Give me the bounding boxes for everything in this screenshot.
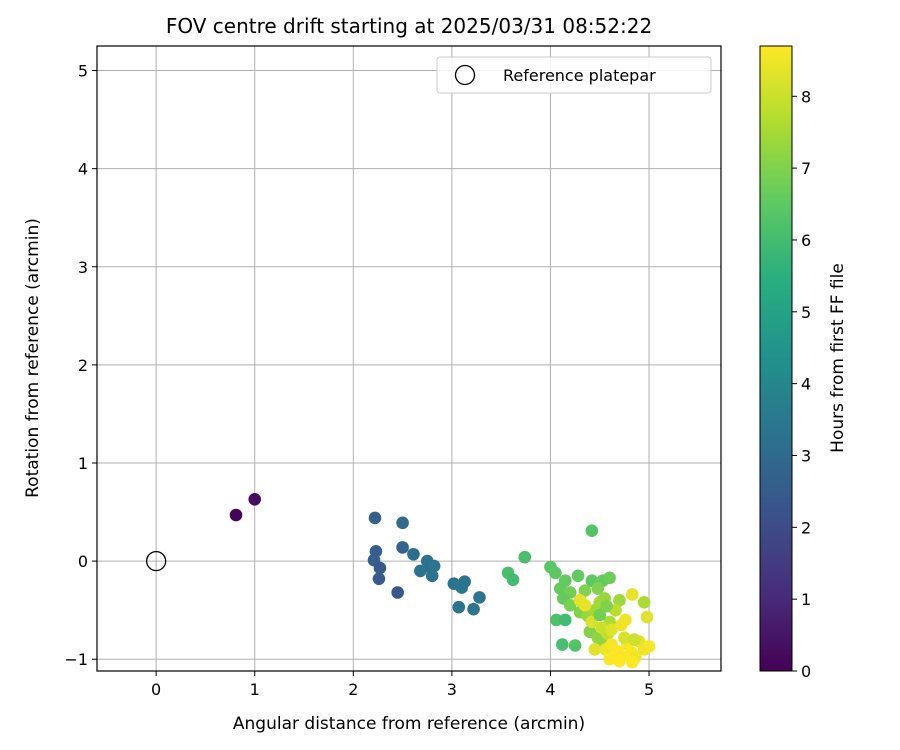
data-point (414, 564, 427, 578)
data-point (396, 516, 409, 530)
data-point (593, 608, 607, 622)
scatter-points (229, 492, 656, 669)
legend-label: Reference platepar (503, 66, 656, 85)
data-point (640, 610, 654, 624)
y-tick-label: 3 (78, 258, 88, 277)
x-tick-label: 0 (151, 680, 161, 699)
x-tick-label: 2 (348, 680, 358, 699)
data-point (550, 613, 563, 627)
colorbar-ticks: 0 1 2 3 4 5 6 7 8 (792, 87, 811, 681)
colorbar-tick-label: 6 (801, 231, 811, 250)
data-point (372, 572, 386, 586)
data-point (578, 584, 592, 597)
data-point (625, 588, 639, 601)
data-point (368, 511, 382, 525)
colorbar-tick-label: 3 (801, 446, 811, 465)
data-point (588, 643, 602, 656)
data-point (558, 613, 572, 627)
data-point (467, 602, 480, 616)
data-point (248, 492, 262, 506)
data-point (473, 591, 486, 604)
data-point (571, 569, 585, 583)
data-point (373, 561, 387, 575)
y-tick-label: 0 (78, 552, 88, 571)
y-axis-label: Rotation from reference (arcmin) (23, 218, 43, 498)
y-axis-ticks: −1 0 1 2 3 4 5 (64, 62, 97, 669)
legend-marker (454, 64, 476, 86)
data-point (618, 631, 631, 644)
data-point (407, 547, 420, 561)
data-point (613, 654, 626, 668)
data-point (425, 569, 439, 583)
data-point (452, 600, 466, 614)
x-tick-label: 4 (545, 680, 555, 699)
colorbar-tick-label: 4 (801, 375, 811, 394)
plot-frame (96, 45, 722, 672)
y-tick-label: 2 (78, 356, 88, 375)
colorbar-tick-label: 0 (801, 662, 811, 681)
reference-marker (145, 550, 167, 572)
legend-box (436, 56, 712, 94)
x-tick-label: 3 (447, 680, 457, 699)
reference-point (145, 550, 167, 572)
colorbar: 0 1 2 3 4 5 6 7 8 Hours from first FF file (759, 45, 848, 681)
x-axis-ticks: 0 1 2 3 4 5 (151, 671, 654, 699)
data-point (506, 573, 520, 587)
data-point (627, 633, 641, 646)
data-point (625, 655, 639, 669)
data-point (605, 623, 618, 637)
data-point (563, 598, 577, 612)
colorbar-tick-label: 2 (801, 518, 811, 537)
data-point (603, 652, 616, 666)
data-point (603, 571, 616, 585)
colorbar-tick-label: 8 (801, 87, 811, 106)
grid-lines (97, 46, 721, 671)
y-tick-label: −1 (64, 650, 88, 669)
data-point (642, 640, 656, 653)
data-point (578, 598, 592, 612)
colorbar-gradient (759, 45, 793, 672)
x-axis-label: Angular distance from reference (arcmin) (233, 714, 585, 734)
x-tick-label: 1 (250, 680, 260, 699)
data-point (396, 541, 409, 554)
y-tick-label: 5 (78, 62, 88, 81)
data-point (591, 582, 605, 595)
data-point (568, 639, 582, 652)
data-point (585, 524, 599, 537)
x-tick-label: 5 (644, 680, 654, 699)
data-point (554, 582, 567, 595)
data-point (455, 581, 469, 594)
data-point (518, 550, 532, 564)
data-point (555, 638, 569, 651)
data-point (549, 566, 562, 580)
data-point (637, 596, 651, 609)
chart-title: FOV centre drift starting at 2025/03/31 … (166, 14, 652, 38)
colorbar-tick-label: 5 (801, 303, 811, 322)
legend: Reference platepar (436, 56, 712, 94)
data-point (613, 594, 626, 607)
data-point (229, 508, 243, 522)
y-tick-label: 1 (78, 454, 88, 473)
colorbar-tick-label: 7 (801, 159, 811, 178)
data-point (391, 586, 404, 599)
colorbar-tick-label: 1 (801, 590, 811, 609)
data-point (600, 599, 613, 613)
data-point (427, 559, 441, 573)
colorbar-label: Hours from first FF file (828, 263, 848, 453)
y-tick-label: 4 (78, 160, 88, 179)
data-point (619, 613, 632, 627)
